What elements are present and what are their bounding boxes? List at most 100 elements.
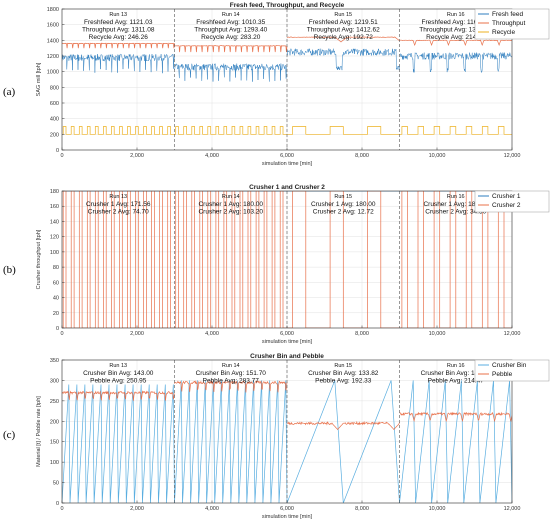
x-tick-label: 2,000 bbox=[130, 153, 144, 159]
y-tick-label: 800 bbox=[50, 85, 59, 91]
y-tick-label: 300 bbox=[50, 378, 59, 384]
x-tick-label: 2,000 bbox=[130, 506, 144, 512]
run-stat: Crusher 2 Avg: 34.50 bbox=[425, 209, 486, 216]
run-stat: Recycle Avg: 283.20 bbox=[201, 34, 261, 41]
y-tick-label: 120 bbox=[50, 235, 59, 241]
y-tick-label: 200 bbox=[50, 419, 59, 425]
y-tick-label: 1800 bbox=[47, 7, 59, 13]
y-tick-label: 60 bbox=[53, 280, 59, 286]
y-axis-label: Material [t] / Pebble rate [tph] bbox=[36, 396, 42, 467]
run-label: Run 15 bbox=[334, 194, 352, 200]
legend-entry: Pebble bbox=[492, 371, 513, 378]
run-label: Run 14 bbox=[222, 12, 240, 18]
y-tick-label: 350 bbox=[50, 358, 59, 364]
run-label: Run 15 bbox=[334, 12, 352, 18]
chart-title: Crusher 1 and Crusher 2 bbox=[249, 184, 325, 191]
y-axis-label: SAG mill [tph] bbox=[36, 62, 42, 96]
run-stat: Crusher 2 Avg: 74.70 bbox=[88, 209, 149, 216]
run-stat: Crusher Bin Avg: 143.00 bbox=[83, 370, 154, 377]
run-label: Run 15 bbox=[334, 363, 352, 369]
chart-panel-2: (b) Crusher 1 and Crusher 2 0 2,000 4,000 6,0… bbox=[3, 184, 550, 345]
run-stat: Pebble Avg: 192.33 bbox=[315, 378, 372, 385]
x-tick-label: 10,000 bbox=[429, 506, 446, 512]
legend-box bbox=[474, 359, 550, 382]
panel-label: (b) bbox=[3, 264, 16, 276]
run-label: Run 13 bbox=[109, 363, 127, 369]
y-tick-label: 0 bbox=[56, 501, 59, 507]
y-tick-label: 200 bbox=[50, 132, 59, 138]
run-stat: Throughput Avg: 1412.62 bbox=[307, 27, 380, 34]
run-label: Run 16 bbox=[447, 194, 465, 200]
legend-entry: Fresh feed bbox=[492, 11, 523, 18]
x-tick-label: 12,000 bbox=[504, 153, 521, 159]
y-tick-label: 50 bbox=[53, 481, 59, 487]
x-axis-label: simulation time [min] bbox=[262, 514, 313, 519]
run-label: Run 16 bbox=[447, 363, 465, 369]
series-layer bbox=[62, 380, 512, 503]
x-tick-label: 0 bbox=[60, 331, 63, 337]
y-tick-label: 1400 bbox=[47, 38, 59, 44]
legend-entry: Throughput bbox=[492, 20, 525, 27]
run-label: Run 13 bbox=[109, 12, 127, 18]
run-stat: Throughput Avg: 1293.40 bbox=[194, 27, 267, 34]
run-stat: Crusher 1 Avg: 180.00 bbox=[198, 201, 263, 208]
run-stat: Freshfeed Avg: 1163.04 bbox=[422, 19, 491, 26]
run-stat: Pebble Avg: 283.77 bbox=[203, 378, 260, 385]
y-tick-label: 140 bbox=[50, 219, 59, 225]
chart-panel-3: (c) Crusher Bin and Pebble 0 2,000 4,000 6,00… bbox=[3, 353, 550, 519]
series-layer bbox=[62, 36, 512, 135]
y-tick-label: 1200 bbox=[47, 54, 59, 60]
y-tick-label: 150 bbox=[50, 440, 59, 446]
y-tick-label: 0 bbox=[56, 148, 59, 154]
run-stat: Throughput Avg: 1311.08 bbox=[82, 27, 155, 34]
y-tick-label: 180 bbox=[50, 189, 59, 195]
run-label: Run 14 bbox=[222, 194, 240, 200]
x-tick-label: 8,000 bbox=[355, 506, 369, 512]
y-tick-label: 1600 bbox=[47, 23, 59, 29]
legend-entry: Crusher 1 bbox=[492, 193, 521, 200]
y-axis-label: Crusher throughput [tph] bbox=[36, 229, 42, 289]
run-stat: Recycle Avg: 246.26 bbox=[89, 34, 149, 41]
y-tick-label: 20 bbox=[53, 311, 59, 317]
run-stat: Freshfeed Avg: 1219.51 bbox=[309, 19, 378, 26]
y-tick-label: 600 bbox=[50, 101, 59, 107]
series-line-throughput bbox=[62, 36, 512, 53]
y-tick-label: 40 bbox=[53, 296, 59, 302]
y-tick-label: 400 bbox=[50, 117, 59, 123]
run-stat: Freshfeed Avg: 1010.35 bbox=[196, 19, 265, 26]
x-tick-label: 4,000 bbox=[205, 153, 219, 159]
run-label: Run 14 bbox=[222, 363, 240, 369]
legend-entry: Crusher Bin bbox=[492, 362, 527, 369]
legend-box bbox=[474, 190, 550, 213]
x-tick-label: 10,000 bbox=[429, 331, 446, 337]
chart-panel-1: (a) Fresh feed, Throughput, and Recycle 0 2… bbox=[3, 2, 550, 167]
legend: Crusher Bin Pebble bbox=[474, 359, 550, 382]
run-stat: Crusher Bin Avg: 133.82 bbox=[308, 370, 379, 377]
series-line-pebble bbox=[62, 380, 512, 431]
x-axis-label: simulation time [min] bbox=[262, 161, 313, 167]
run-stat: Crusher Bin Avg: 146.83 bbox=[421, 370, 492, 377]
run-stat: Pebble Avg: 250.95 bbox=[90, 378, 147, 385]
y-tick-label: 80 bbox=[53, 265, 59, 271]
x-tick-label: 4,000 bbox=[205, 331, 219, 337]
run-stat: Crusher 2 Avg: 103.20 bbox=[198, 209, 263, 216]
y-tick-label: 100 bbox=[50, 460, 59, 466]
run-stat: Pebble Avg: 214.47 bbox=[428, 378, 485, 385]
run-stat: Crusher Bin Avg: 151.70 bbox=[196, 370, 267, 377]
run-stat: Recycle Avg: 192.72 bbox=[314, 34, 374, 41]
panel-label: (c) bbox=[3, 429, 16, 441]
chart-title: Fresh feed, Throughput, and Recycle bbox=[230, 2, 345, 9]
legend: Fresh feed Throughput Recycle bbox=[474, 8, 550, 40]
run-stat: Crusher 1 Avg: 180.00 bbox=[311, 201, 376, 208]
legend-entry: Crusher 2 bbox=[492, 202, 521, 209]
y-tick-label: 1000 bbox=[47, 70, 59, 76]
